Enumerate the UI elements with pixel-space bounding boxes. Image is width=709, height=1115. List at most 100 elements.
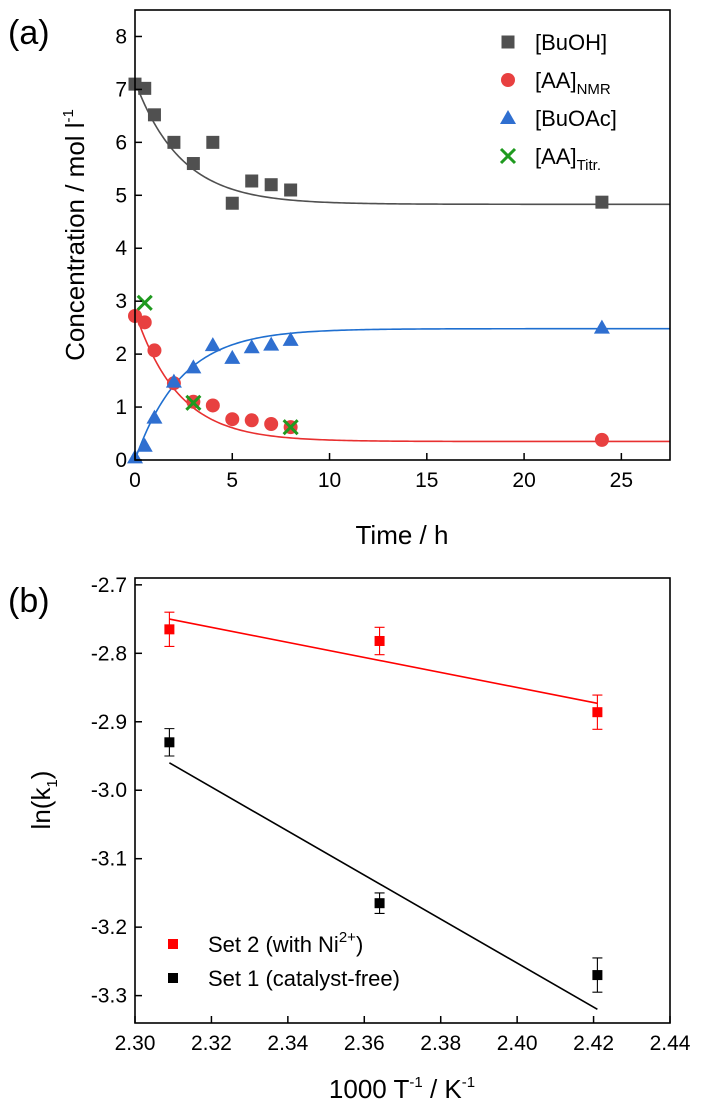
panel-a-y-axis-label: Concentration / mol l-1: [60, 109, 90, 361]
panel-b-y-ticks: -2.7 -2.8 -2.9 -3.0 -3.1 -3.2 -3.3: [91, 574, 142, 1008]
panel-b-x-axis-label-mid: / K: [423, 1074, 463, 1104]
panel-b-x-tick-label: 2.32: [191, 1032, 232, 1055]
set-2-with-ni2-point: [164, 624, 175, 635]
panel-b-y-tick-label: -3.3: [91, 985, 127, 1008]
set-2-with-ni2-point: [374, 635, 385, 646]
panel-b-x-tick-label: 2.44: [650, 1032, 691, 1055]
aa-nmr-point: [244, 413, 259, 428]
panel-a-y-ticks: 0 1 2 3 4 5 6 7 8: [115, 25, 142, 472]
aa-nmr-point: [594, 432, 609, 447]
panel-b-y-tick-label: -3.2: [91, 916, 127, 939]
panel-b-chart: (b) 2.30 2.32 2.34 2.36 2.38 2.40 2.42 2.44 -2.…: [8, 574, 691, 1104]
buoac-point: [165, 373, 182, 388]
panel-a-x-tick-label: 25: [610, 469, 633, 492]
panel-b-label: (b): [8, 582, 50, 620]
set-2-with-ni2-legend-marker: [168, 939, 178, 949]
buoac-point: [224, 349, 241, 364]
panel-b-y-tick-label: -2.8: [91, 642, 127, 665]
aa-titr-legend-main: [AA]: [535, 144, 577, 169]
buoh-point: [147, 108, 161, 122]
panel-a-x-axis-label: Time / h: [356, 520, 449, 550]
buoh-legend-main: [BuOH]: [535, 30, 607, 55]
panel-a-x-tick-label: 10: [318, 469, 341, 492]
panel-b-x-axis-label-sup1: -1: [409, 1074, 422, 1091]
buoh-point: [167, 135, 181, 149]
panel-a-x-tick-label: 15: [415, 469, 438, 492]
aa-nmr-point: [137, 315, 152, 330]
panel-b-x-ticks: 2.30 2.32 2.34 2.36 2.38 2.40 2.42 2.44: [115, 1016, 691, 1055]
panel-a-y-tick-label: 7: [115, 78, 127, 101]
aa-nmr-legend-sub: NMR: [577, 81, 611, 98]
panel-b-legend: Set 2 (with Ni2+) Set 1 (catalyst-free): [168, 929, 400, 991]
panel-a-y-tick-label: 2: [115, 343, 127, 366]
buoac-point: [185, 359, 202, 374]
panel-b-x-axis-label-sup2: -1: [462, 1074, 475, 1091]
panel-a-frame: [134, 9, 671, 461]
aa-titr-point: [282, 419, 299, 436]
panel-a-chart: (a) 0 5 10 15 20 25 0 1 2 3 4 5 6 7 8 Time / h Concen…: [8, 9, 671, 550]
buoac-legend-main: [BuOAc]: [535, 106, 617, 131]
panel-a-y-tick-label: 5: [115, 184, 127, 207]
aa-nmr-point: [205, 398, 220, 413]
buoac-point: [263, 336, 280, 351]
panel-a-x-tick-label: 20: [512, 469, 535, 492]
panel-b-x-tick-label: 2.42: [573, 1032, 614, 1055]
buoac-point: [204, 337, 221, 352]
buoh-point: [284, 183, 298, 197]
panel-b-x-tick-label: 2.36: [344, 1032, 385, 1055]
set-1-catalyst-free-fit-line: [168, 762, 598, 1011]
aa-titr-legend-sub: Titr.: [577, 157, 601, 174]
buoh-point: [595, 195, 609, 209]
set-2-with-ni2-point: [592, 707, 603, 718]
panel-b-y-tick-label: -2.7: [91, 574, 127, 597]
buoac-point: [282, 331, 299, 346]
aa-nmr-legend-label: [AA]NMR: [535, 68, 611, 98]
panel-a-y-axis-label-sup: -1: [60, 109, 77, 122]
panel-b-y-tick-label: -3.1: [91, 848, 127, 871]
panel-b-y-axis-label-sub: 1: [44, 779, 61, 787]
panel-a-y-tick-label: 0: [115, 449, 127, 472]
panel-b-x-tick-label: 2.40: [497, 1032, 538, 1055]
panel-a-y-tick-label: 3: [115, 290, 127, 313]
panel-b-x-tick-label: 2.34: [267, 1032, 308, 1055]
panel-b-x-axis-label-main: 1000 T: [329, 1074, 410, 1104]
buoh-point: [206, 135, 220, 149]
set-1-catalyst-free-legend-label: Set 1 (catalyst-free): [208, 966, 400, 991]
panel-a-y-axis-label-main: Concentration / mol l: [60, 122, 90, 360]
aa-titr-legend-label: [AA]Titr.: [535, 144, 601, 174]
buoac-point: [593, 319, 610, 334]
set-1-catalyst-free-legend-main: Set 1 (catalyst-free): [208, 966, 400, 991]
set-2-with-ni2-fit-line: [169, 618, 598, 705]
panel-b-x-tick-label: 2.30: [115, 1032, 156, 1055]
aa-titr-legend-marker: [499, 147, 517, 165]
panel-a-x-tick-label: 0: [129, 469, 141, 492]
panel-a-marks: [127, 77, 670, 464]
panel-b-marks: [164, 611, 603, 1011]
set-1-catalyst-free-point: [592, 970, 603, 981]
buoh-point: [186, 157, 200, 171]
buoac-legend-marker: [500, 110, 516, 124]
panel-b-x-axis-label: 1000 T-1 / K-1: [329, 1074, 475, 1104]
set-1-catalyst-free-legend-marker: [168, 973, 178, 983]
panel-b-x-tick-label: 2.38: [420, 1032, 461, 1055]
aa-nmr-point: [225, 412, 240, 427]
set-2-with-ni2-legend-sup: 2+: [339, 929, 356, 946]
panel-b-frame: [134, 577, 671, 1024]
panel-a-y-tick-label: 6: [115, 131, 127, 154]
buoh-legend-label: [BuOH]: [535, 30, 607, 55]
panel-b-y-tick-label: -3.0: [91, 779, 127, 802]
panel-a-x-tick-label: 5: [226, 469, 238, 492]
panel-a-y-tick-label: 8: [115, 25, 127, 48]
aa-titr-point: [136, 294, 153, 311]
buoac-legend-label: [BuOAc]: [535, 106, 617, 131]
panel-b-y-axis-label-end: ): [26, 771, 56, 780]
panel-a-y-tick-label: 1: [115, 396, 127, 419]
panel-a-x-ticks: 0 5 10 15 20 25: [129, 453, 633, 492]
buoh-fit-line: [134, 81, 670, 206]
panel-a-legend: [BuOH][AA]NMR[BuOAc][AA]Titr.: [499, 30, 617, 174]
set-2-with-ni2-legend-label: Set 2 (with Ni2+): [208, 929, 363, 957]
panel-a-y-tick-label: 4: [115, 237, 127, 260]
set-2-with-ni2-legend-main: Set 2 (with Ni: [208, 932, 339, 957]
buoac-point: [146, 409, 163, 424]
